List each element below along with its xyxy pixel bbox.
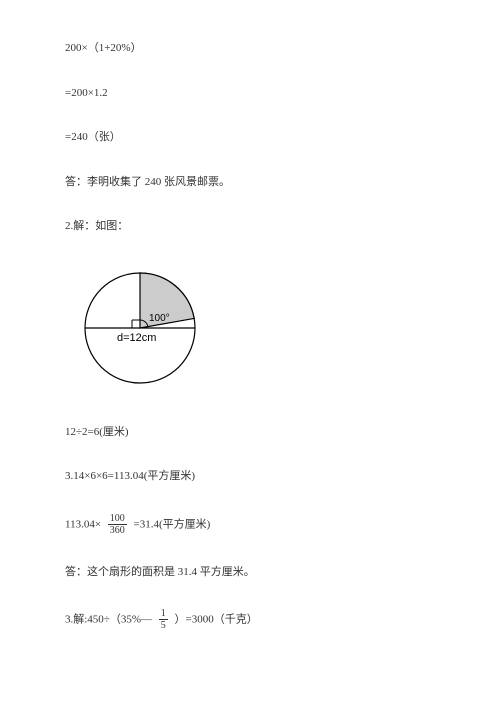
text-line-10: 3.解:450÷（35%— 1 5 ）=3000（千克） bbox=[65, 608, 435, 631]
line10-suffix: ）=3000（千克） bbox=[175, 613, 258, 625]
line10-prefix: 3.解:450÷（35%— bbox=[65, 613, 152, 625]
page-content: 200×（1+20%） =200×1.2 =240（张） 答：李明收集了 240… bbox=[0, 0, 500, 699]
diameter-label: d=12cm bbox=[117, 332, 156, 344]
fraction-1-5: 1 5 bbox=[159, 608, 168, 631]
fraction-denominator-2: 5 bbox=[159, 620, 168, 631]
text-line-3: =240（张） bbox=[65, 129, 435, 146]
fraction-numerator-2: 1 bbox=[159, 608, 168, 620]
line8-prefix: 113.04× bbox=[65, 518, 101, 530]
circle-sector-diagram: 100° d=12cm bbox=[65, 263, 435, 396]
text-line-8: 113.04× 100 360 =31.4(平方厘米) bbox=[65, 513, 435, 536]
answer-line-1: 答：李明收集了 240 张风景邮票。 bbox=[65, 174, 435, 191]
line8-suffix: =31.4(平方厘米) bbox=[134, 518, 211, 530]
answer-line-2: 答：这个扇形的面积是 31.4 平方厘米。 bbox=[65, 564, 435, 581]
text-line-7: 3.14×6×6=113.04(平方厘米) bbox=[65, 468, 435, 485]
text-line-2: =200×1.2 bbox=[65, 85, 435, 102]
angle-label: 100° bbox=[149, 313, 170, 324]
fraction-numerator: 100 bbox=[108, 513, 127, 525]
text-line-6: 12÷2=6(厘米) bbox=[65, 424, 435, 441]
fraction-denominator: 360 bbox=[108, 525, 127, 536]
text-line-1: 200×（1+20%） bbox=[65, 40, 435, 57]
fraction-100-360: 100 360 bbox=[108, 513, 127, 536]
problem-2-header: 2.解：如图： bbox=[65, 218, 435, 235]
